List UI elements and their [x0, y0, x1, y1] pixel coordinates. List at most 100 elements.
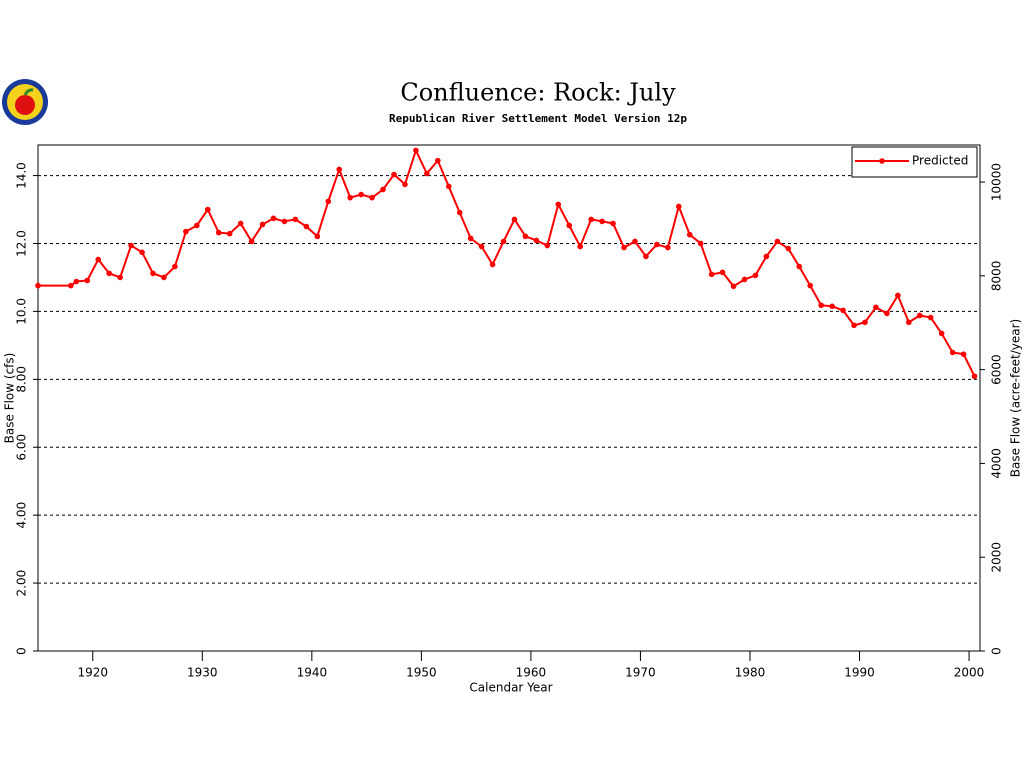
y-tick-label: 14.0 — [15, 162, 29, 189]
legend-label: Predicted — [912, 154, 968, 168]
data-point — [522, 233, 529, 240]
data-point — [949, 349, 956, 356]
data-point — [68, 282, 74, 289]
x-tick-label: 1950 — [406, 666, 437, 680]
data-point — [73, 278, 80, 285]
data-point — [215, 229, 222, 236]
data-point — [336, 166, 343, 173]
data-point — [675, 203, 682, 210]
data-point — [347, 194, 353, 201]
data-point — [632, 238, 638, 245]
data-point — [139, 249, 145, 256]
data-point — [829, 303, 835, 310]
data-point — [358, 191, 364, 198]
x-tick-label: 1920 — [77, 666, 108, 680]
data-point — [851, 322, 857, 329]
data-point — [697, 240, 704, 247]
data-point — [927, 314, 934, 321]
data-point — [533, 237, 540, 244]
data-point — [95, 256, 102, 263]
data-point — [281, 218, 288, 225]
data-point — [500, 238, 507, 245]
data-point — [752, 272, 759, 279]
data-point — [248, 238, 255, 245]
y2-tick-label: 6000 — [990, 354, 1004, 385]
y2-tick-label: 8000 — [990, 261, 1004, 292]
data-point — [665, 244, 671, 251]
data-point — [610, 220, 616, 227]
data-point — [478, 243, 485, 250]
x-tick-label: 2000 — [954, 666, 985, 680]
data-point — [413, 147, 419, 154]
data-point — [172, 263, 178, 270]
data-point — [621, 244, 627, 251]
data-point — [35, 282, 41, 289]
data-point — [325, 198, 332, 205]
data-point — [544, 242, 551, 249]
data-point — [599, 218, 605, 225]
data-point — [741, 276, 748, 283]
y2-axis-label: Base Flow (acre-feet/year) — [1009, 319, 1023, 477]
y2-tick-label: 2000 — [990, 542, 1004, 573]
data-point — [938, 330, 945, 337]
series-line — [38, 147, 976, 377]
data-point — [708, 271, 715, 278]
data-point — [445, 183, 452, 190]
data-point — [161, 274, 167, 281]
data-point — [237, 220, 244, 227]
data-point — [654, 241, 660, 248]
data-point — [730, 283, 737, 290]
y2-tick-label: 0 — [990, 647, 1004, 655]
logo — [2, 79, 48, 125]
data-point — [577, 243, 583, 250]
chart-title: Confluence: Rock: July — [400, 79, 676, 107]
data-point — [588, 216, 594, 223]
legend-marker — [879, 158, 885, 164]
y-tick-label: 4.00 — [15, 502, 29, 529]
y-axis-label: Base Flow (cfs) — [3, 353, 17, 444]
data-point — [150, 270, 156, 277]
data-point — [183, 228, 189, 235]
data-point — [270, 215, 277, 222]
data-point — [686, 231, 693, 238]
data-point — [807, 282, 814, 289]
data-point — [862, 319, 868, 326]
y-tick-label: 10.0 — [15, 298, 29, 325]
data-point — [873, 304, 879, 311]
data-point — [960, 351, 967, 357]
data-point — [84, 277, 91, 284]
data-point — [424, 170, 430, 177]
data-point — [906, 319, 912, 326]
data-point — [369, 194, 375, 201]
data-point — [785, 245, 792, 252]
data-point — [774, 238, 781, 245]
data-point — [391, 171, 397, 178]
chart-subtitle: Republican River Settlement Model Versio… — [389, 112, 687, 125]
data-point — [511, 216, 518, 223]
data-point — [763, 253, 770, 260]
data-point — [884, 310, 890, 317]
data-point — [555, 201, 562, 208]
data-point — [402, 181, 408, 188]
data-point — [128, 242, 134, 249]
data-point — [117, 274, 123, 281]
x-tick-label: 1940 — [297, 666, 328, 680]
data-point — [194, 222, 200, 229]
data-point — [971, 373, 978, 380]
x-axis-label: Calendar Year — [469, 681, 552, 695]
data-point — [467, 235, 474, 242]
data-point — [204, 206, 211, 213]
data-point — [895, 292, 901, 299]
data-point — [916, 312, 923, 319]
data-point — [435, 157, 441, 164]
data-point — [106, 270, 112, 277]
y2-tick-label: 10000 — [990, 163, 1004, 201]
x-tick-label: 1930 — [187, 666, 218, 680]
y-tick-label: 6.00 — [15, 434, 29, 461]
data-point — [259, 221, 266, 228]
x-tick-label: 1980 — [735, 666, 766, 680]
y2-tick-label: 4000 — [990, 448, 1004, 479]
data-point — [796, 263, 803, 270]
data-point — [292, 216, 299, 223]
